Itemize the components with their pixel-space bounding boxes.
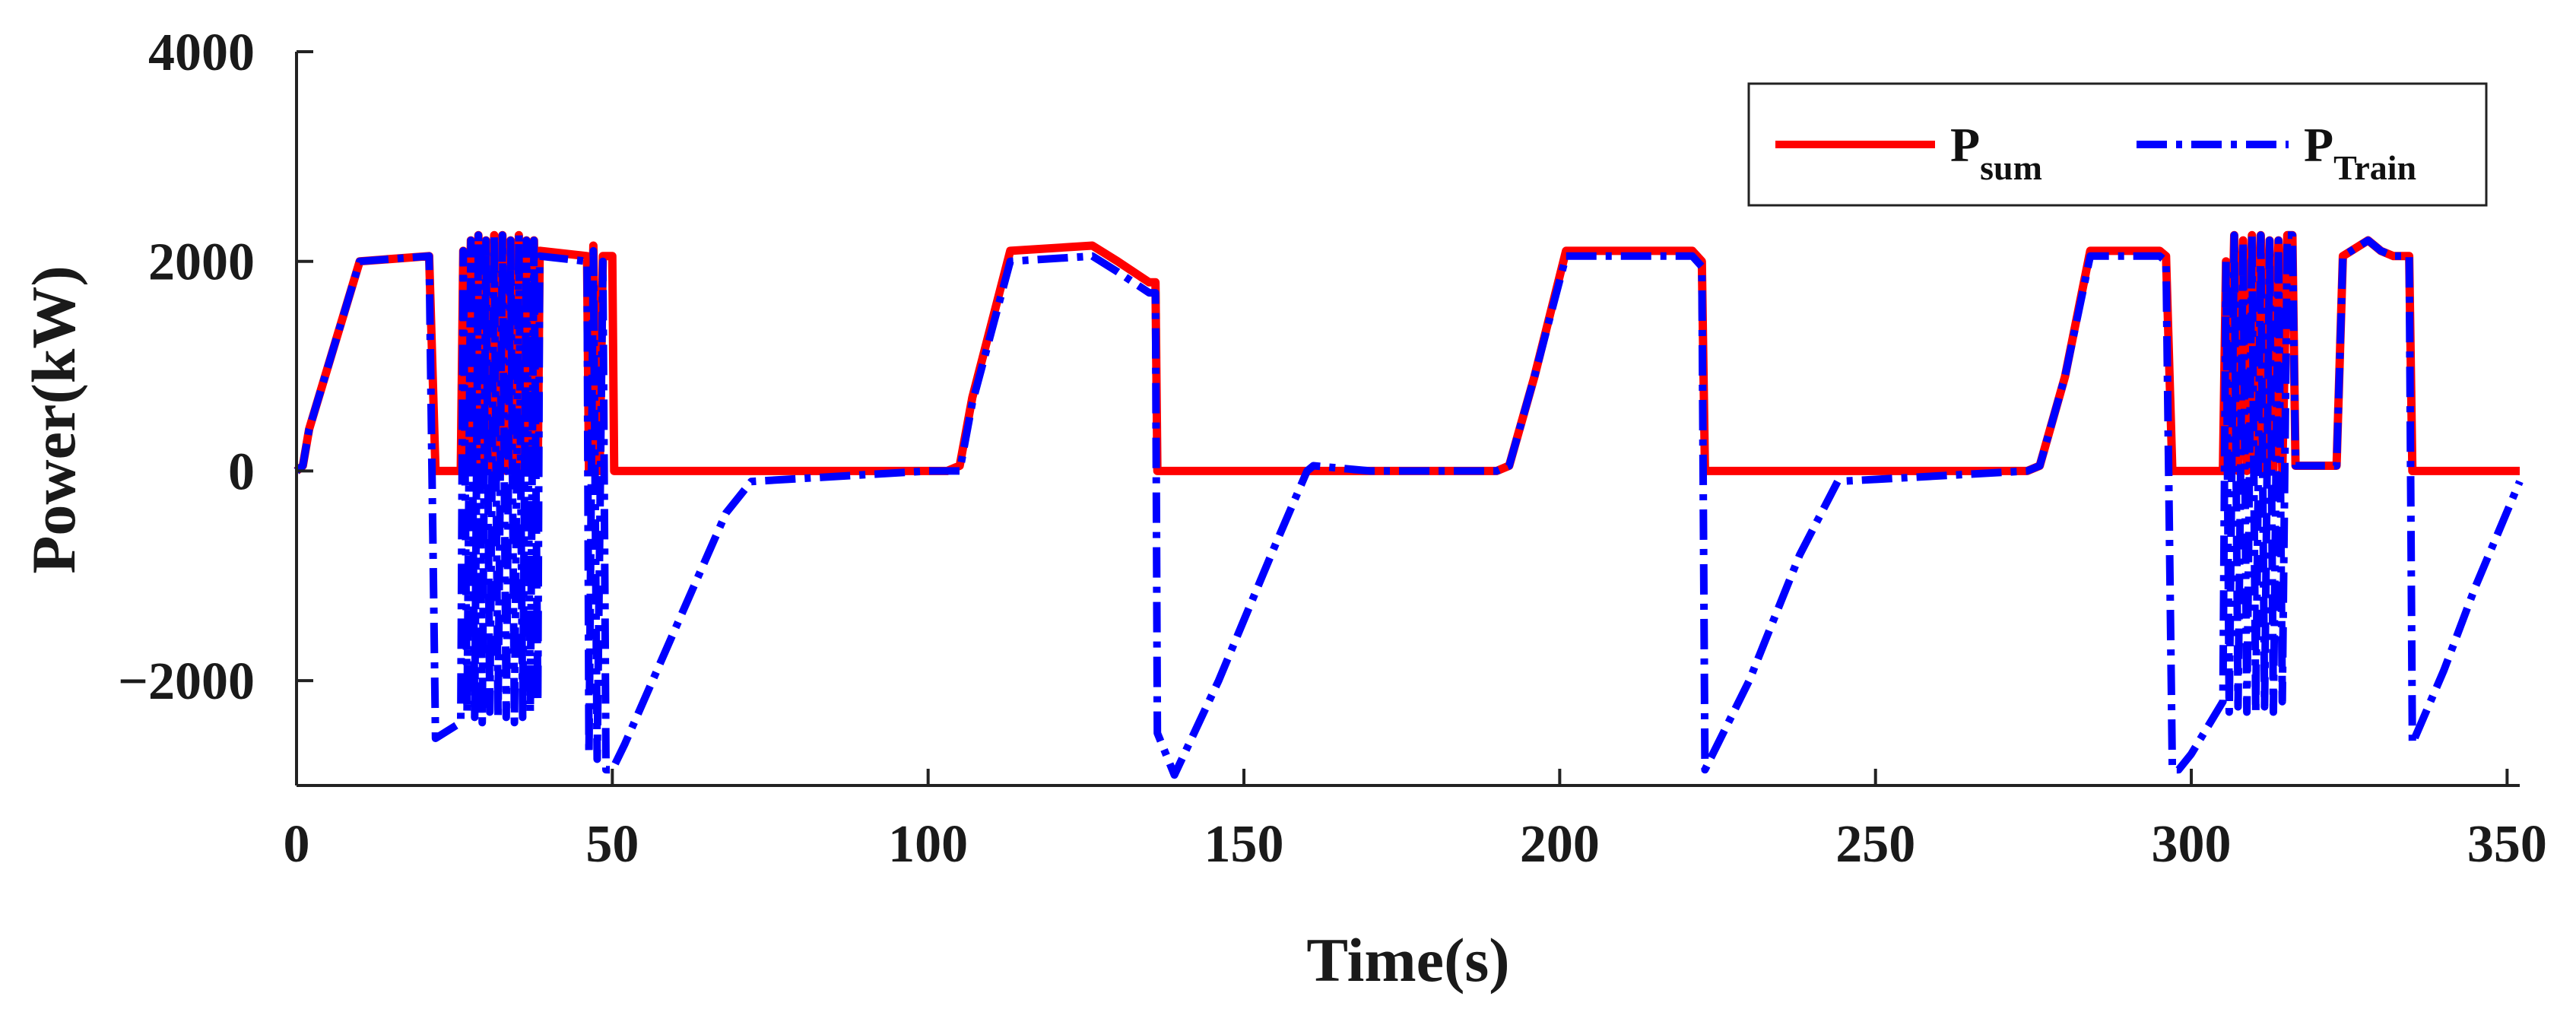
ticks: 0 50 100 150 200 250 300 350 −2000 0 2000 4000	[118, 24, 2547, 874]
legend-label-ptrain: PTrain	[2304, 118, 2416, 187]
x-axis-title: Time(s)	[1306, 925, 1509, 995]
x-tick-label-5: 250	[1835, 815, 1915, 874]
y-tick-label-2: 2000	[148, 233, 255, 292]
y-axis-title: Power(kW)	[19, 265, 88, 573]
x-tick-label-3: 150	[1204, 815, 1284, 874]
legend: Psum PTrain	[1747, 82, 2488, 207]
axes: 0 50 100 150 200 250 300 350 −2000 0 2000 4000	[118, 24, 2547, 874]
y-tick-label-1: 0	[228, 443, 255, 501]
series-line-p-train	[293, 231, 2524, 779]
x-tick-label-0: 0	[284, 815, 310, 874]
legend-label-psum: Psum	[1950, 118, 2042, 187]
x-tick-label-6: 300	[2152, 815, 2232, 874]
x-tick-label-7: 350	[2467, 815, 2547, 874]
x-tick-label-1: 50	[585, 815, 639, 874]
y-tick-label-3: 4000	[148, 24, 255, 82]
y-tick-label-0: −2000	[118, 652, 255, 711]
series-line-p-sum	[293, 230, 2520, 475]
plot-lines	[293, 230, 2524, 779]
x-tick-label-4: 200	[1520, 815, 1600, 874]
x-tick-label-2: 100	[888, 815, 968, 874]
